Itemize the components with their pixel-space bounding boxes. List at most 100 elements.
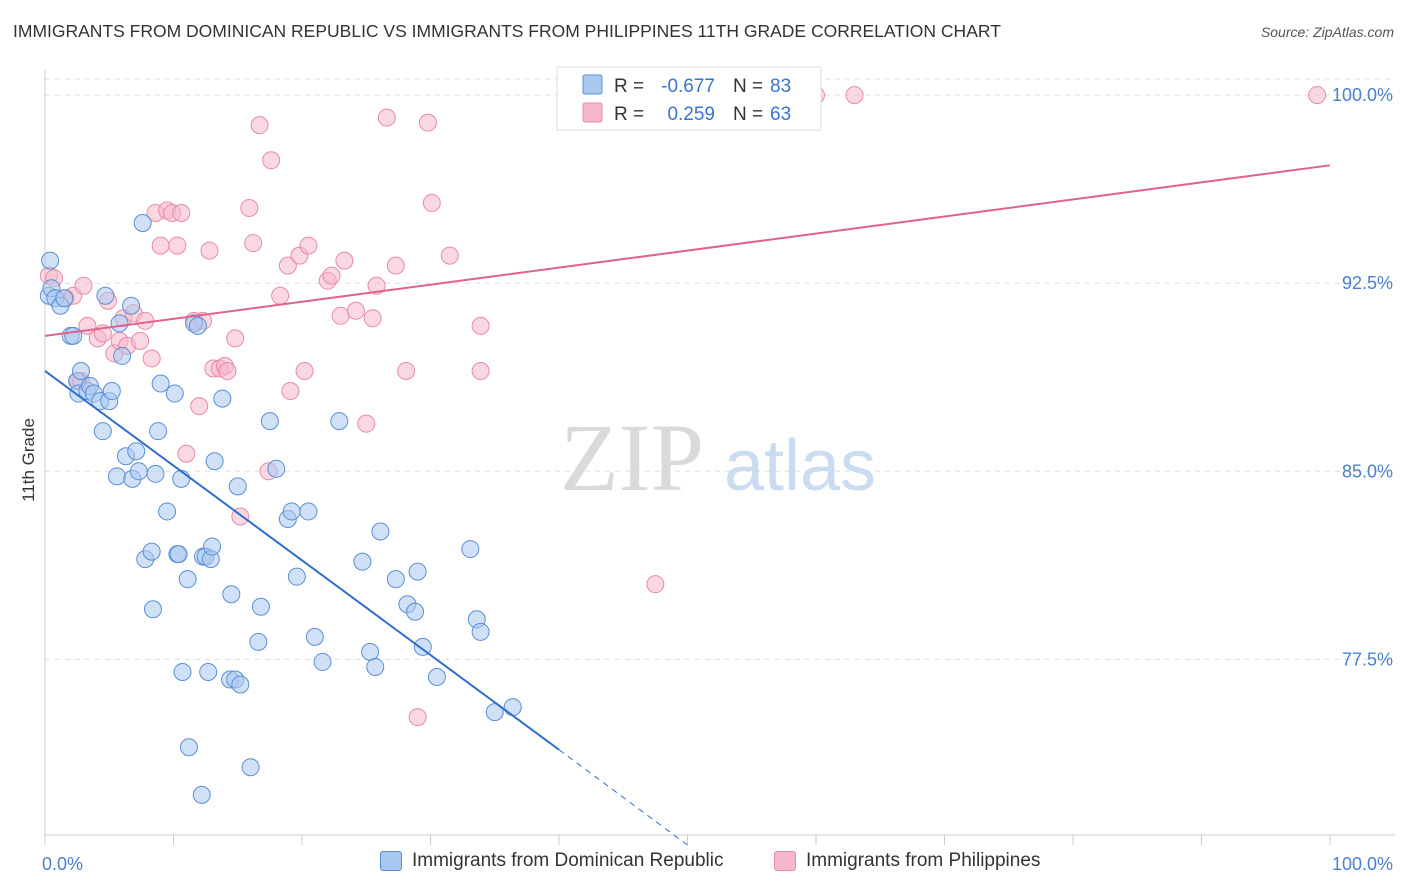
trend-line-dominican [44,370,560,751]
point-dominican [313,652,332,671]
point-philippines [151,236,170,255]
legend: Immigrants from Dominican Republic Immig… [0,850,1406,880]
point-dominican [113,346,132,365]
y-axis-label: 11th Grade [19,418,38,502]
point-philippines [440,246,459,265]
point-dominican [146,464,165,483]
point-dominican [299,502,318,521]
point-dominican [503,698,522,717]
point-dominican [222,585,241,604]
point-philippines [271,286,290,305]
point-philippines [346,301,365,320]
stats-r-value: -0.677 [661,76,715,97]
point-philippines [250,116,269,135]
point-philippines [262,151,281,170]
point-philippines [168,236,187,255]
point-philippines [646,575,665,594]
legend-swatch-dominican [380,851,402,871]
point-dominican [64,326,83,345]
point-dominican [267,459,286,478]
stats-r-label: R = [614,104,644,125]
point-philippines [1308,86,1327,105]
point-dominican [107,467,126,486]
point-philippines [218,361,237,380]
point-dominican [282,502,301,521]
point-dominican [366,657,385,676]
legend-item-dominican[interactable]: Immigrants from Dominican Republic [380,850,724,872]
point-philippines [335,251,354,270]
point-dominican [287,567,306,586]
stats-r-value: 0.259 [667,104,715,125]
point-dominican [55,289,74,308]
point-dominican [149,422,168,441]
point-dominican [151,374,170,393]
point-philippines [177,444,196,463]
point-philippines [367,276,386,295]
watermark-zip: ZIP [560,404,704,511]
point-philippines [74,276,93,295]
point-dominican [427,667,446,686]
watermark: ZIP atlas [560,404,876,511]
point-dominican [251,597,270,616]
point-philippines [331,306,350,325]
point-dominican [305,627,324,646]
point-philippines [240,198,259,217]
point-dominican [179,738,198,757]
point-dominican [408,562,427,581]
stats-box: R = -0.677 N = 83 R = 0.259 N = 63 [556,66,822,131]
point-dominican [260,412,279,431]
grid-layer [45,78,1395,660]
stats-swatch-dominican [582,74,603,95]
point-philippines [422,193,441,212]
point-philippines [418,113,437,132]
point-dominican [205,452,224,471]
point-dominican [461,540,480,559]
source-label: Source: ZipAtlas.com [1260,24,1394,40]
point-dominican [165,384,184,403]
stats-n-value: 83 [770,76,791,97]
point-philippines [471,361,490,380]
legend-label-philippines: Immigrants from Philippines [806,850,1041,871]
legend-label-dominican: Immigrants from Dominican Republic [412,850,724,871]
stats-r-label: R = [614,76,644,97]
stats-n-label: N = [733,104,763,125]
point-philippines [244,234,263,253]
point-dominican [110,314,129,333]
point-philippines [357,414,376,433]
point-dominican [96,286,115,305]
point-dominican [188,316,207,335]
point-philippines [200,241,219,260]
point-philippines [226,329,245,348]
point-dominican [173,662,192,681]
point-dominican [413,637,432,656]
y-tick-label: 100.0% [1332,85,1393,105]
point-philippines [190,397,209,416]
tick-label-layer: 77.5% 85.0% 92.5% 100.0% 0.0% 100.0% [42,85,1393,874]
point-dominican [122,296,141,315]
point-philippines [408,708,427,727]
point-dominican [249,632,268,651]
point-dominican [231,675,250,694]
stats-swatch-philippines [582,102,603,123]
y-tick-label: 85.0% [1342,461,1393,481]
point-dominican [371,522,390,541]
point-dominican [228,477,247,496]
point-dominican [102,382,121,401]
point-philippines [471,316,490,335]
trend-line-philippines [44,164,1331,337]
legend-item-philippines[interactable]: Immigrants from Philippines [774,850,1040,872]
point-philippines [131,331,150,350]
point-philippines [397,361,416,380]
point-dominican [142,542,161,561]
point-dominican [471,622,490,641]
point-dominican [178,570,197,589]
legend-swatch-philippines [774,851,796,871]
point-philippines [142,349,161,368]
point-dominican [406,602,425,621]
point-philippines [377,108,396,127]
point-dominican [353,552,372,571]
point-dominican [241,758,260,777]
stats-n-value: 63 [770,104,791,125]
point-dominican [41,251,60,270]
